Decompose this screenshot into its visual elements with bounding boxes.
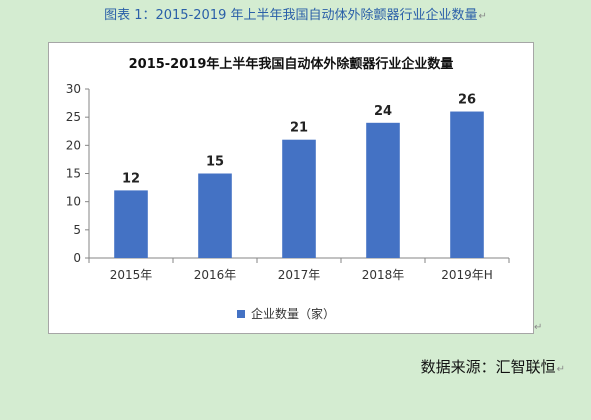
y-tick-label: 10 [66, 195, 81, 209]
data-label: 24 [374, 104, 392, 119]
data-label: 26 [458, 93, 476, 108]
y-tick-label: 20 [66, 138, 81, 152]
source-return-mark: ↵ [556, 364, 565, 375]
x-tick-label: 2017年 [278, 268, 321, 282]
caption-return-mark: ↵ [478, 11, 487, 22]
data-source-text: 数据来源：汇智联恒 [420, 358, 556, 376]
figure-caption-text: 图表 1：2015-2019 年上半年我国自动体外除颤器行业企业数量 [104, 8, 478, 23]
x-tick-label: 2015年 [110, 268, 153, 282]
x-tick-label: 2016年 [194, 268, 237, 282]
y-tick-label: 30 [66, 82, 81, 96]
bar-chart: 0 5 10 15 20 25 30 12 2015年 15 2016年 21 2017年 24 2018年… [66, 82, 510, 282]
chart-title: 2015-2019年上半年我国自动体外除颤器行业企业数量 [128, 57, 454, 72]
bar [282, 139, 316, 258]
figure-caption: 图表 1：2015-2019 年上半年我国自动体外除颤器行业企业数量↵ [0, 4, 591, 23]
bar [114, 190, 148, 258]
legend-swatch [237, 309, 245, 318]
data-label: 21 [290, 121, 308, 136]
chart-legend: 企业数量（家） [237, 305, 335, 322]
x-tick-label: 2018年 [362, 268, 405, 282]
bar [198, 173, 232, 258]
y-tick-label: 25 [66, 110, 81, 124]
data-label: 15 [206, 155, 224, 170]
y-tick-label: 5 [73, 223, 81, 237]
legend-label: 企业数量（家） [251, 307, 336, 321]
bar [366, 122, 400, 258]
chart-container: 2015-2019年上半年我国自动体外除颤器行业企业数量 0 5 10 15 20 25 3… [48, 42, 534, 334]
y-tick-label: 15 [66, 167, 81, 181]
x-tick-label: 2019年H [441, 268, 493, 282]
bar [450, 111, 484, 259]
y-tick-label: 0 [73, 251, 81, 265]
chart-return-mark: ↵ [534, 322, 543, 333]
data-source: 数据来源：汇智联恒↵ [421, 356, 565, 377]
data-label: 12 [122, 171, 140, 186]
